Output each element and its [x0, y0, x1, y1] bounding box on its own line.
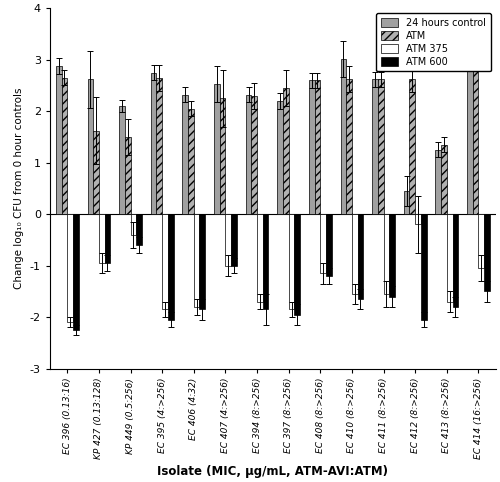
Bar	[415, 214, 421, 225]
Bar	[340, 59, 346, 214]
Bar	[404, 191, 409, 214]
Bar	[452, 214, 458, 307]
Bar	[346, 79, 352, 214]
Bar	[88, 79, 93, 214]
Bar	[294, 214, 300, 315]
Bar	[326, 214, 332, 276]
Bar	[168, 214, 173, 320]
Bar	[478, 214, 484, 268]
Bar	[68, 214, 73, 322]
Bar	[226, 214, 231, 266]
Bar	[93, 131, 99, 214]
Bar	[467, 58, 472, 214]
Bar	[62, 78, 68, 214]
Bar	[231, 214, 237, 266]
Y-axis label: Change log₁₀ CFU from 0 hour controls: Change log₁₀ CFU from 0 hour controls	[14, 88, 24, 289]
Bar	[278, 101, 283, 214]
Legend: 24 hours control, ATM, ATM 375, ATM 600: 24 hours control, ATM, ATM 375, ATM 600	[376, 13, 491, 71]
Bar	[283, 88, 288, 214]
Bar	[447, 214, 452, 302]
Bar	[156, 78, 162, 214]
Bar	[125, 137, 130, 214]
Bar	[358, 214, 364, 299]
Bar	[288, 214, 294, 309]
Bar	[372, 79, 378, 214]
Bar	[472, 51, 478, 214]
Bar	[104, 214, 110, 263]
Bar	[151, 72, 156, 214]
Bar	[119, 106, 125, 214]
Bar	[194, 214, 200, 307]
Bar	[352, 214, 358, 294]
Bar	[262, 214, 268, 309]
Bar	[389, 214, 395, 296]
X-axis label: Isolate (MIC, µg/mL, ATM-AVI:ATM): Isolate (MIC, µg/mL, ATM-AVI:ATM)	[158, 465, 388, 478]
Bar	[314, 80, 320, 214]
Bar	[246, 94, 252, 214]
Bar	[320, 214, 326, 273]
Bar	[421, 214, 426, 320]
Bar	[188, 108, 194, 214]
Bar	[73, 214, 78, 330]
Bar	[130, 214, 136, 235]
Bar	[484, 214, 490, 292]
Bar	[436, 150, 441, 214]
Bar	[378, 79, 384, 214]
Bar	[200, 214, 205, 309]
Bar	[257, 214, 262, 302]
Bar	[220, 98, 226, 214]
Bar	[410, 79, 415, 214]
Bar	[252, 96, 257, 214]
Bar	[182, 94, 188, 214]
Bar	[99, 214, 104, 263]
Bar	[56, 66, 62, 214]
Bar	[136, 214, 142, 245]
Bar	[162, 214, 168, 309]
Bar	[309, 80, 314, 214]
Bar	[441, 145, 447, 214]
Bar	[214, 84, 220, 214]
Bar	[384, 214, 389, 294]
